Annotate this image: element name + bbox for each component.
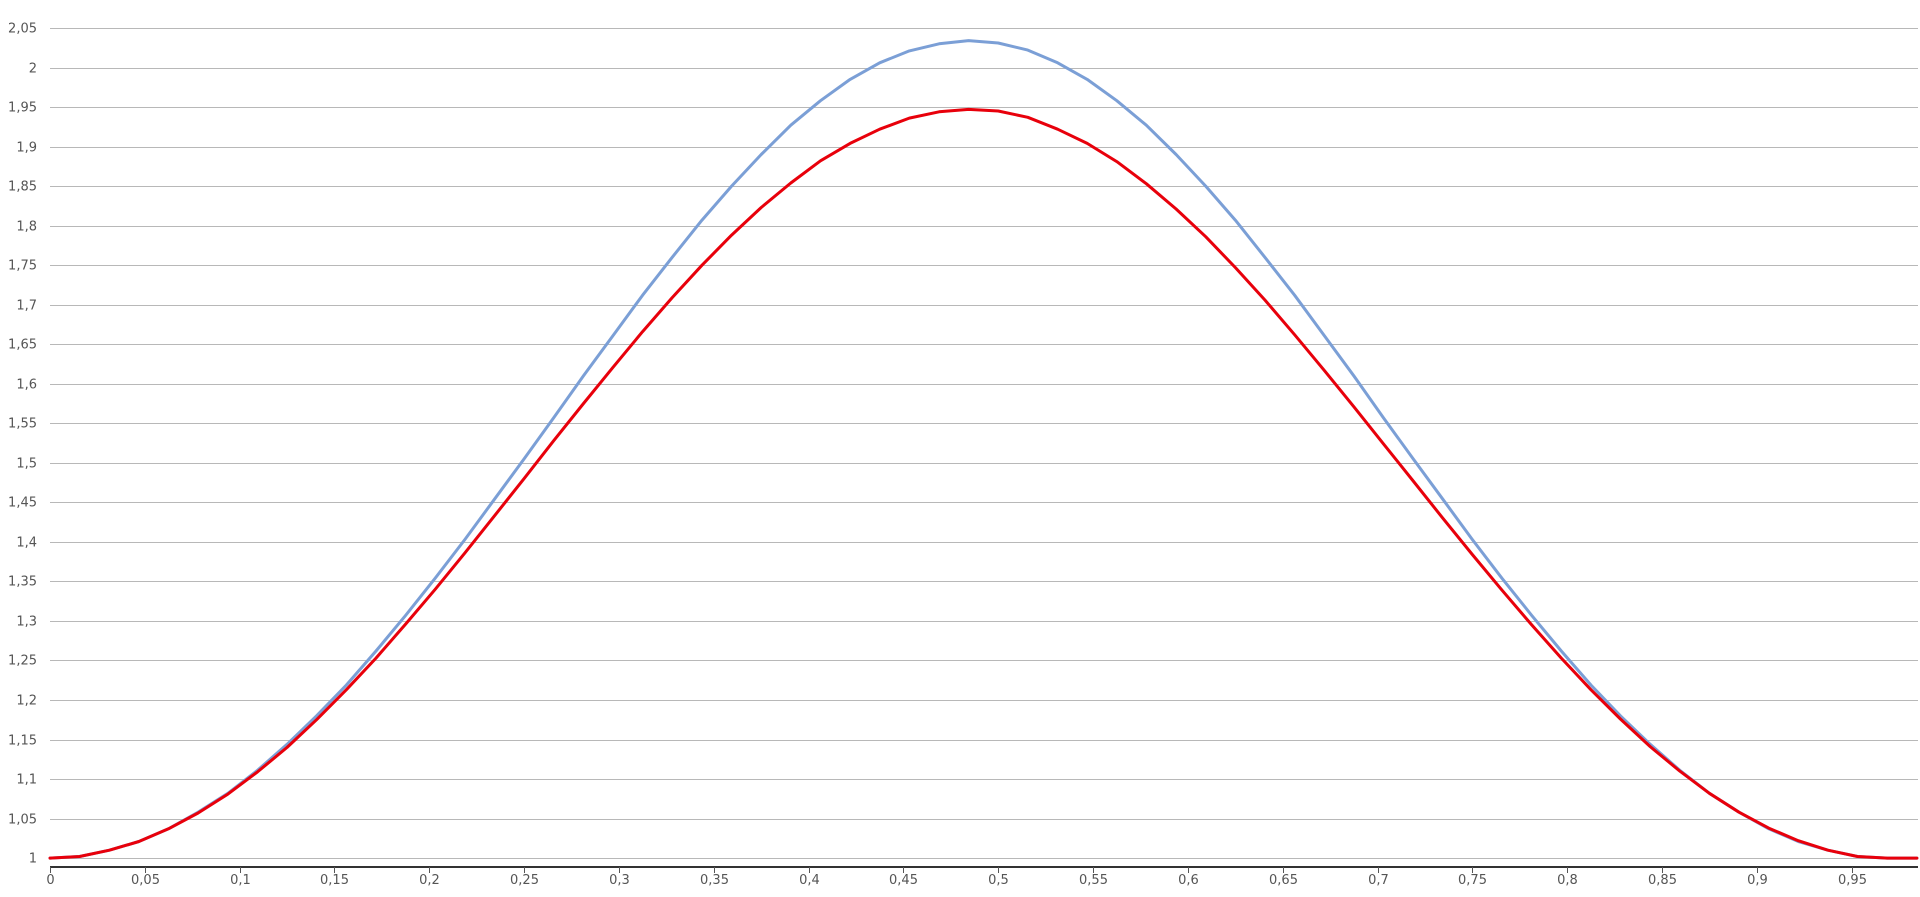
- y-tick-label: 1,4: [16, 536, 37, 551]
- y-tick-label: 1,2: [16, 694, 37, 709]
- x-tick-label: 0,55: [1079, 873, 1108, 888]
- x-tick-label: 0,45: [889, 873, 918, 888]
- y-tick-label: 1,35: [8, 575, 37, 590]
- axes: [50, 866, 1918, 873]
- y-tick-label: 1,5: [16, 457, 37, 472]
- y-tick-label: 1,75: [8, 259, 37, 274]
- x-tick-label: 0,4: [799, 873, 820, 888]
- x-axis-tick-labels: 0 0,05 0,1 0,15 0,2 0,25 0,3 0,35 0,4 0,45 0,5 0,55…: [46, 873, 1867, 888]
- x-tick-label: 0,85: [1648, 873, 1677, 888]
- x-tick-label: 0,35: [700, 873, 729, 888]
- x-tick-label: 0,65: [1269, 873, 1298, 888]
- x-tick-label: 0,05: [131, 873, 160, 888]
- y-tick-label: 1,3: [16, 615, 37, 630]
- y-tick-label: 1,55: [8, 417, 37, 432]
- y-tick-label: 1: [29, 852, 37, 867]
- x-tick-label: 0,25: [510, 873, 539, 888]
- y-tick-label: 1,45: [8, 496, 37, 511]
- x-tick-label: 0,3: [609, 873, 630, 888]
- y-tick-label: 1,65: [8, 338, 37, 353]
- y-tick-label: 1,95: [8, 101, 37, 116]
- x-tick-label: 0,7: [1368, 873, 1389, 888]
- x-tick-label: 0,9: [1747, 873, 1768, 888]
- y-axis-tick-labels: 1 1,05 1,1 1,15 1,2 1,25 1,3 1,35 1,4 1,45 1,5 1,55…: [8, 22, 37, 867]
- gridlines: [50, 28, 1918, 859]
- y-tick-label: 1,6: [16, 378, 37, 393]
- series-lines: [48, 39, 1919, 860]
- x-tick-label: 0,2: [419, 873, 440, 888]
- x-tick-label: 0,1: [230, 873, 251, 888]
- x-tick-label: 0: [46, 873, 54, 888]
- y-tick-label: 2,05: [8, 22, 37, 37]
- y-tick-label: 1,15: [8, 734, 37, 749]
- y-tick-label: 1,8: [16, 220, 37, 235]
- x-tick-label: 0,75: [1458, 873, 1487, 888]
- x-tick-label: 0,6: [1178, 873, 1199, 888]
- y-tick-label: 1,05: [8, 813, 37, 828]
- y-tick-label: 1,1: [16, 773, 37, 788]
- series-line-1: [48, 39, 1919, 860]
- x-tick-label: 0,5: [988, 873, 1009, 888]
- x-tick-label: 0,8: [1557, 873, 1578, 888]
- x-tick-label: 0,95: [1838, 873, 1867, 888]
- y-tick-label: 1,85: [8, 180, 37, 195]
- series-line-2: [48, 107, 1919, 860]
- y-tick-label: 1,25: [8, 654, 37, 669]
- y-tick-label: 2: [29, 62, 37, 77]
- x-tick-label: 0,15: [320, 873, 349, 888]
- y-tick-label: 1,7: [16, 299, 37, 314]
- y-tick-label: 1,9: [16, 141, 37, 156]
